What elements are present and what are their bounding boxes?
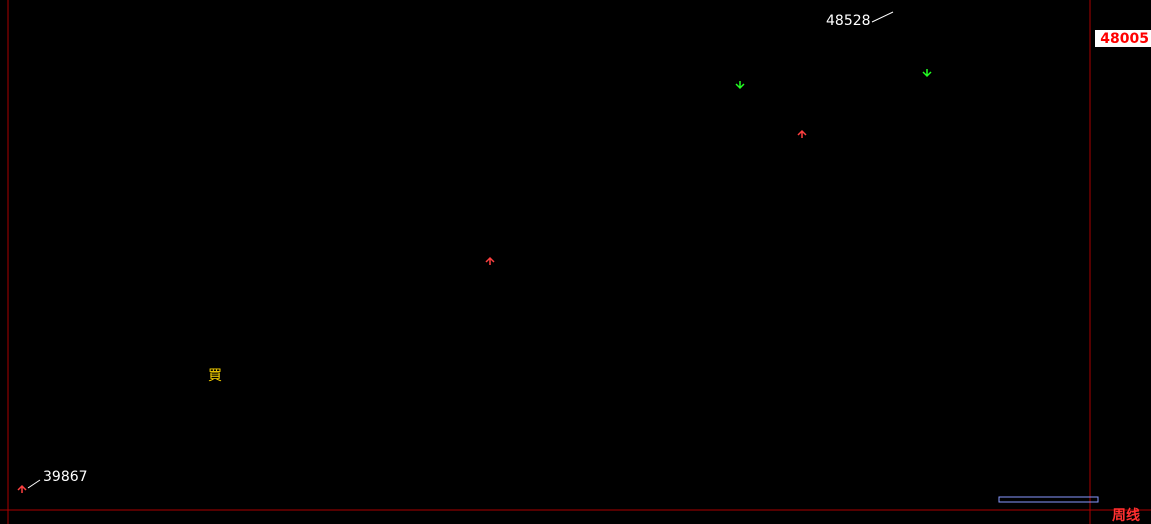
last-price: 48005 xyxy=(1100,31,1149,47)
low-label: 39867 xyxy=(43,469,88,485)
signal-arrows xyxy=(735,69,932,90)
high-label: 48528 xyxy=(826,13,871,29)
scroll-box[interactable] xyxy=(998,496,1099,503)
period-label: 周线 xyxy=(1112,507,1140,524)
high-leader xyxy=(871,11,894,23)
signal-arrows xyxy=(17,129,807,493)
low-leader xyxy=(27,479,41,489)
signal-label: 買 xyxy=(208,368,222,384)
last-price-box xyxy=(1095,30,1151,47)
